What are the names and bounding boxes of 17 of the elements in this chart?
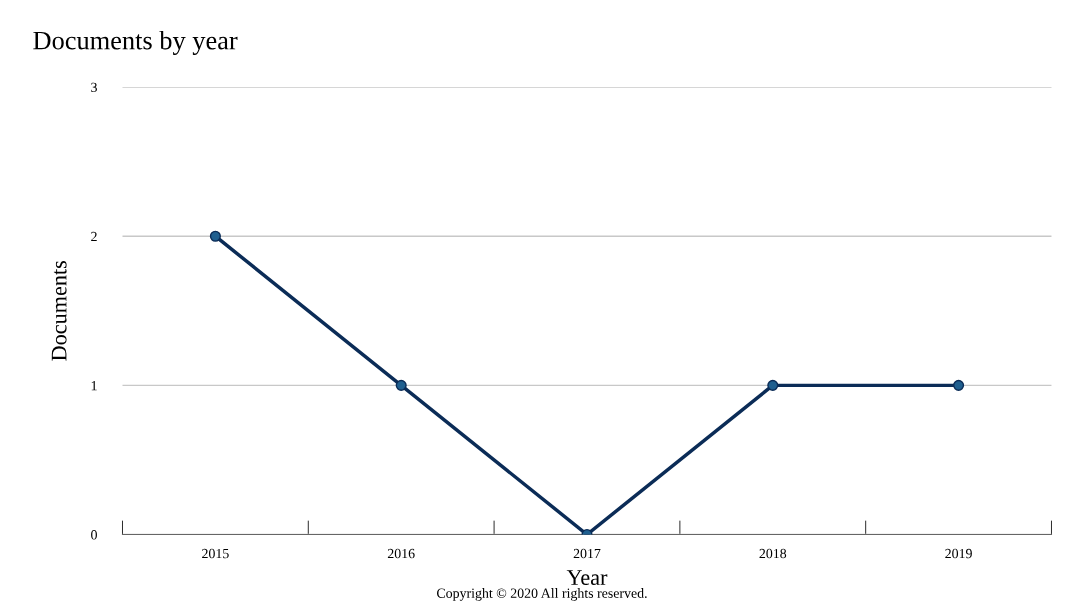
x-tick-label: 2015 <box>202 548 229 559</box>
y-tick-label: 0 <box>91 530 97 540</box>
point <box>953 379 965 391</box>
x-tick-label: 2019 <box>945 548 972 559</box>
point <box>395 379 407 391</box>
x-axis-title: Year <box>566 570 608 585</box>
point <box>767 379 779 391</box>
y-tick-label: 3 <box>91 82 97 92</box>
x-tick-label: 2017 <box>573 548 601 559</box>
point <box>209 230 221 242</box>
y-axis-title: Documents <box>51 260 67 361</box>
x-tick-label: 2018 <box>759 548 787 559</box>
chart-title: Documents by year <box>33 30 238 55</box>
y-tick-label: 1 <box>91 381 97 391</box>
x-tick-label: 2016 <box>387 548 415 559</box>
text: Copyright © 2020 All rights reserved. <box>436 588 647 601</box>
y-tick-label: 2 <box>91 231 97 242</box>
